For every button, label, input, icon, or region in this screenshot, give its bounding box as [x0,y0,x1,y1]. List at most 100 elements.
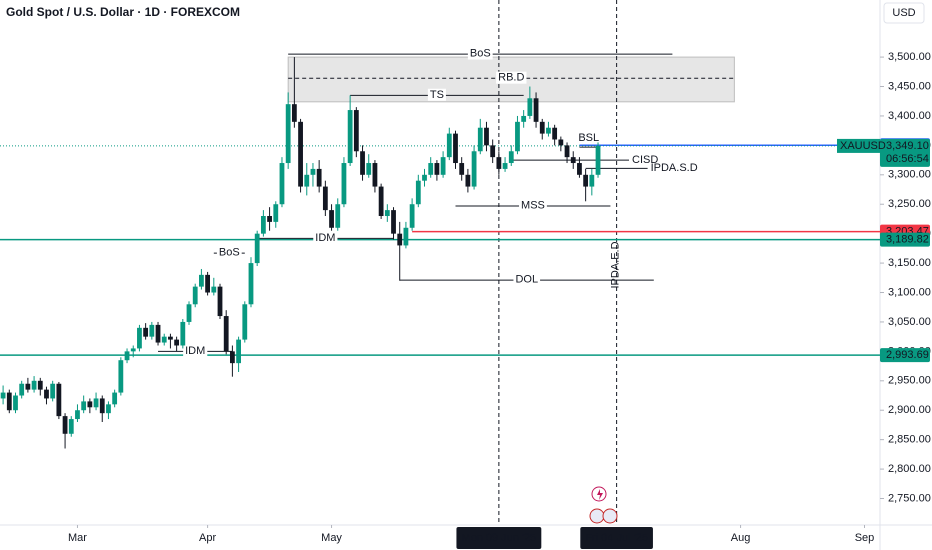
event-icon[interactable] [589,508,605,524]
candle-body [291,104,297,122]
candle-body [236,339,241,364]
candle-body [515,121,520,152]
candle-body [310,168,316,175]
candle-body [242,304,248,340]
annotation-label-bg [313,231,338,244]
event-icon[interactable] [602,508,618,524]
candle-body [484,127,489,146]
candle-body [335,204,341,228]
candle-body [589,174,595,187]
candle-body [186,304,192,322]
candle-body [552,127,558,140]
symbol-label: XAUUSD [840,140,886,152]
candle-body [539,121,545,134]
event-icons [589,486,618,524]
candle-body [137,327,142,349]
x-tick-label: Sep [855,532,875,544]
candle-body [564,145,570,158]
candle-body [248,263,254,305]
annotation-label-bg [496,71,527,84]
candle-body [465,174,471,187]
candle-body [391,210,396,234]
candle-body [471,151,477,187]
candle-body [415,180,421,205]
candle-body [490,145,496,158]
candle-body [161,336,167,343]
y-tick-label: 3,500.00 [888,51,931,63]
annotation-label: RB.D [498,72,524,84]
candle-body [453,133,458,164]
annotation-label: DOL [515,274,538,286]
candle-body [205,274,211,293]
annotation-label: IDM [185,345,205,357]
candle-body [384,210,390,217]
candle-body [558,139,564,146]
candle-body [211,286,217,293]
candle-body [403,227,409,246]
candle-body [37,380,43,390]
candle-body [397,233,403,246]
candle-body [99,398,105,414]
candle-body [502,163,508,169]
candle-body [143,327,149,337]
currency-label[interactable]: USD [892,7,915,19]
candle-body [118,360,124,393]
candle-body [87,401,93,408]
candle-body [570,157,576,164]
annotation-label-bg [519,199,547,212]
x-tick-label: Aug [731,532,751,544]
candle-body [298,121,303,187]
y-tick-label: 3,400.00 [888,110,931,122]
y-tick-label: 3,300.00 [888,169,931,181]
countdown-label: 06:56:54 [886,153,929,165]
candle-body [93,398,99,408]
candle-body [217,286,223,317]
annotation-label-bg [513,273,541,286]
candle-body [508,151,514,164]
x-tick-label: May [321,532,342,544]
candle-body [19,383,25,396]
candle-body [149,324,155,337]
candle-body [254,233,260,264]
candle-body [44,389,49,399]
symbol-badge [837,138,880,153]
annotation-label: CISD [632,154,658,166]
price-badge-label: 2,993.69 [886,349,929,361]
candle-body [267,216,272,222]
candle-body [428,163,434,175]
candle-body [75,410,80,420]
candle-body [81,401,87,411]
currency-button[interactable] [883,2,925,24]
candle-body [347,110,353,164]
candle-body [446,133,452,158]
annotation-label: MSS [521,199,545,211]
annotation-label-bg [183,344,208,357]
candle-body [112,392,118,405]
cursor-date-label: Mon 09 Jun '25 [461,532,536,544]
candle-body [304,174,310,187]
y-tick-label: 3,150.00 [888,257,931,269]
candle-body [366,163,372,175]
annotation-label: IPDA.S.D [651,162,698,174]
candle-body [155,324,161,343]
candle-body [595,145,601,175]
y-tick-label: 2,750.00 [888,492,931,504]
candle-body [477,127,483,152]
candle-body [527,98,533,116]
candle-body [521,115,527,122]
last-price-badge [880,138,930,167]
last-price-label: 3,349.10 [886,140,929,152]
candle-body [229,351,235,364]
y-tick-label: 3,100.00 [888,286,931,298]
annotation-label-bg [467,47,493,60]
annotation-label: BoS [470,48,491,60]
annotation-label: BSL [578,132,599,144]
candle-body [25,383,31,390]
candle-body [583,174,589,187]
cursor-date-badge [456,527,542,549]
price-badge-label: 3,189.82 [886,234,929,246]
price-badge [880,348,930,363]
annotation-label-bg [216,246,242,259]
candle-body [577,163,582,175]
